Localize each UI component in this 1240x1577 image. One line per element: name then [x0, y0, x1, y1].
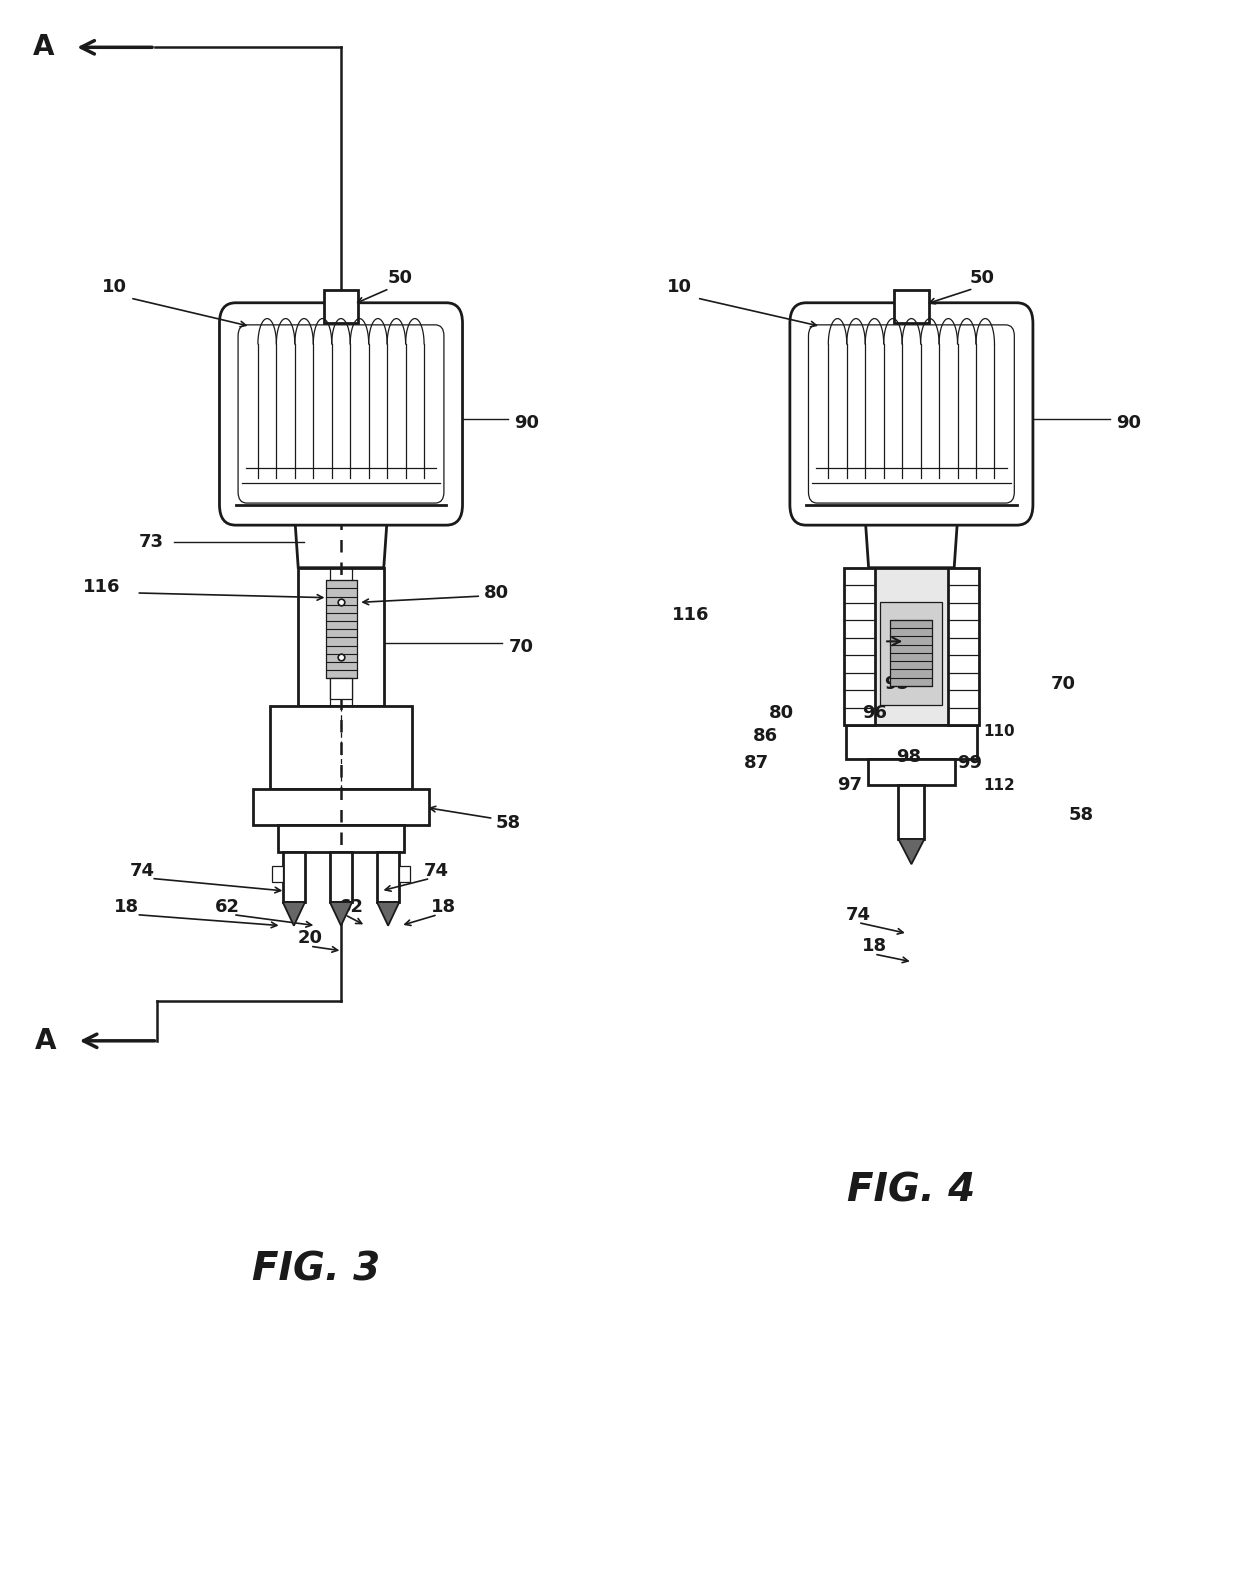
Text: 90: 90 — [515, 413, 539, 432]
Bar — [278, 825, 404, 852]
Text: 98: 98 — [897, 747, 921, 766]
Text: 18: 18 — [862, 937, 887, 956]
Text: 86: 86 — [753, 727, 777, 746]
Text: 73: 73 — [139, 533, 164, 552]
Bar — [330, 852, 352, 902]
Text: 18: 18 — [432, 897, 456, 916]
Polygon shape — [294, 505, 388, 568]
Polygon shape — [283, 902, 305, 926]
Text: 58: 58 — [496, 814, 521, 833]
Bar — [330, 678, 352, 699]
Text: 10: 10 — [667, 278, 692, 296]
Bar — [299, 568, 384, 706]
Text: 70: 70 — [1050, 675, 1075, 694]
Text: 95: 95 — [884, 675, 909, 694]
Polygon shape — [864, 505, 959, 568]
Bar — [898, 785, 925, 839]
Bar — [270, 706, 413, 788]
Text: 96: 96 — [862, 703, 887, 722]
Text: 87: 87 — [744, 754, 769, 773]
Bar — [325, 580, 357, 678]
Text: 74: 74 — [424, 861, 449, 880]
Text: 80: 80 — [769, 703, 794, 722]
Text: 110: 110 — [983, 724, 1016, 740]
Bar — [880, 602, 942, 705]
Text: FIG. 4: FIG. 4 — [847, 1172, 976, 1210]
Text: 97: 97 — [837, 776, 862, 795]
Text: 58: 58 — [1069, 806, 1094, 825]
FancyBboxPatch shape — [219, 303, 463, 525]
Bar — [253, 788, 429, 825]
Bar — [377, 852, 399, 902]
Text: A: A — [35, 1027, 57, 1055]
Polygon shape — [330, 902, 352, 926]
Bar — [949, 568, 980, 725]
Text: 74: 74 — [846, 905, 870, 924]
Text: 70: 70 — [508, 637, 533, 656]
Text: 20: 20 — [298, 929, 322, 948]
Bar — [283, 852, 305, 902]
Text: 10: 10 — [102, 278, 126, 296]
Text: 50: 50 — [388, 268, 413, 287]
Bar — [894, 290, 929, 323]
Text: 50: 50 — [970, 268, 994, 287]
Text: 62: 62 — [339, 897, 363, 916]
Bar — [873, 568, 950, 725]
Text: 116: 116 — [83, 577, 120, 596]
Text: 74: 74 — [130, 861, 155, 880]
Text: 90: 90 — [1116, 413, 1141, 432]
Polygon shape — [898, 839, 924, 864]
Polygon shape — [377, 902, 399, 926]
Text: A: A — [32, 33, 55, 62]
Text: 112: 112 — [983, 777, 1016, 793]
Text: 116: 116 — [672, 606, 709, 624]
Text: 80: 80 — [484, 583, 508, 602]
Bar — [868, 759, 955, 785]
Bar — [846, 725, 977, 759]
Bar — [399, 866, 410, 882]
Text: 62: 62 — [215, 897, 239, 916]
Bar — [890, 620, 932, 686]
Text: 18: 18 — [114, 897, 139, 916]
Bar — [843, 568, 874, 725]
Text: 99: 99 — [957, 754, 982, 773]
FancyBboxPatch shape — [790, 303, 1033, 525]
Text: FIG. 3: FIG. 3 — [252, 1251, 381, 1288]
Bar — [272, 866, 283, 882]
Bar — [324, 290, 358, 323]
